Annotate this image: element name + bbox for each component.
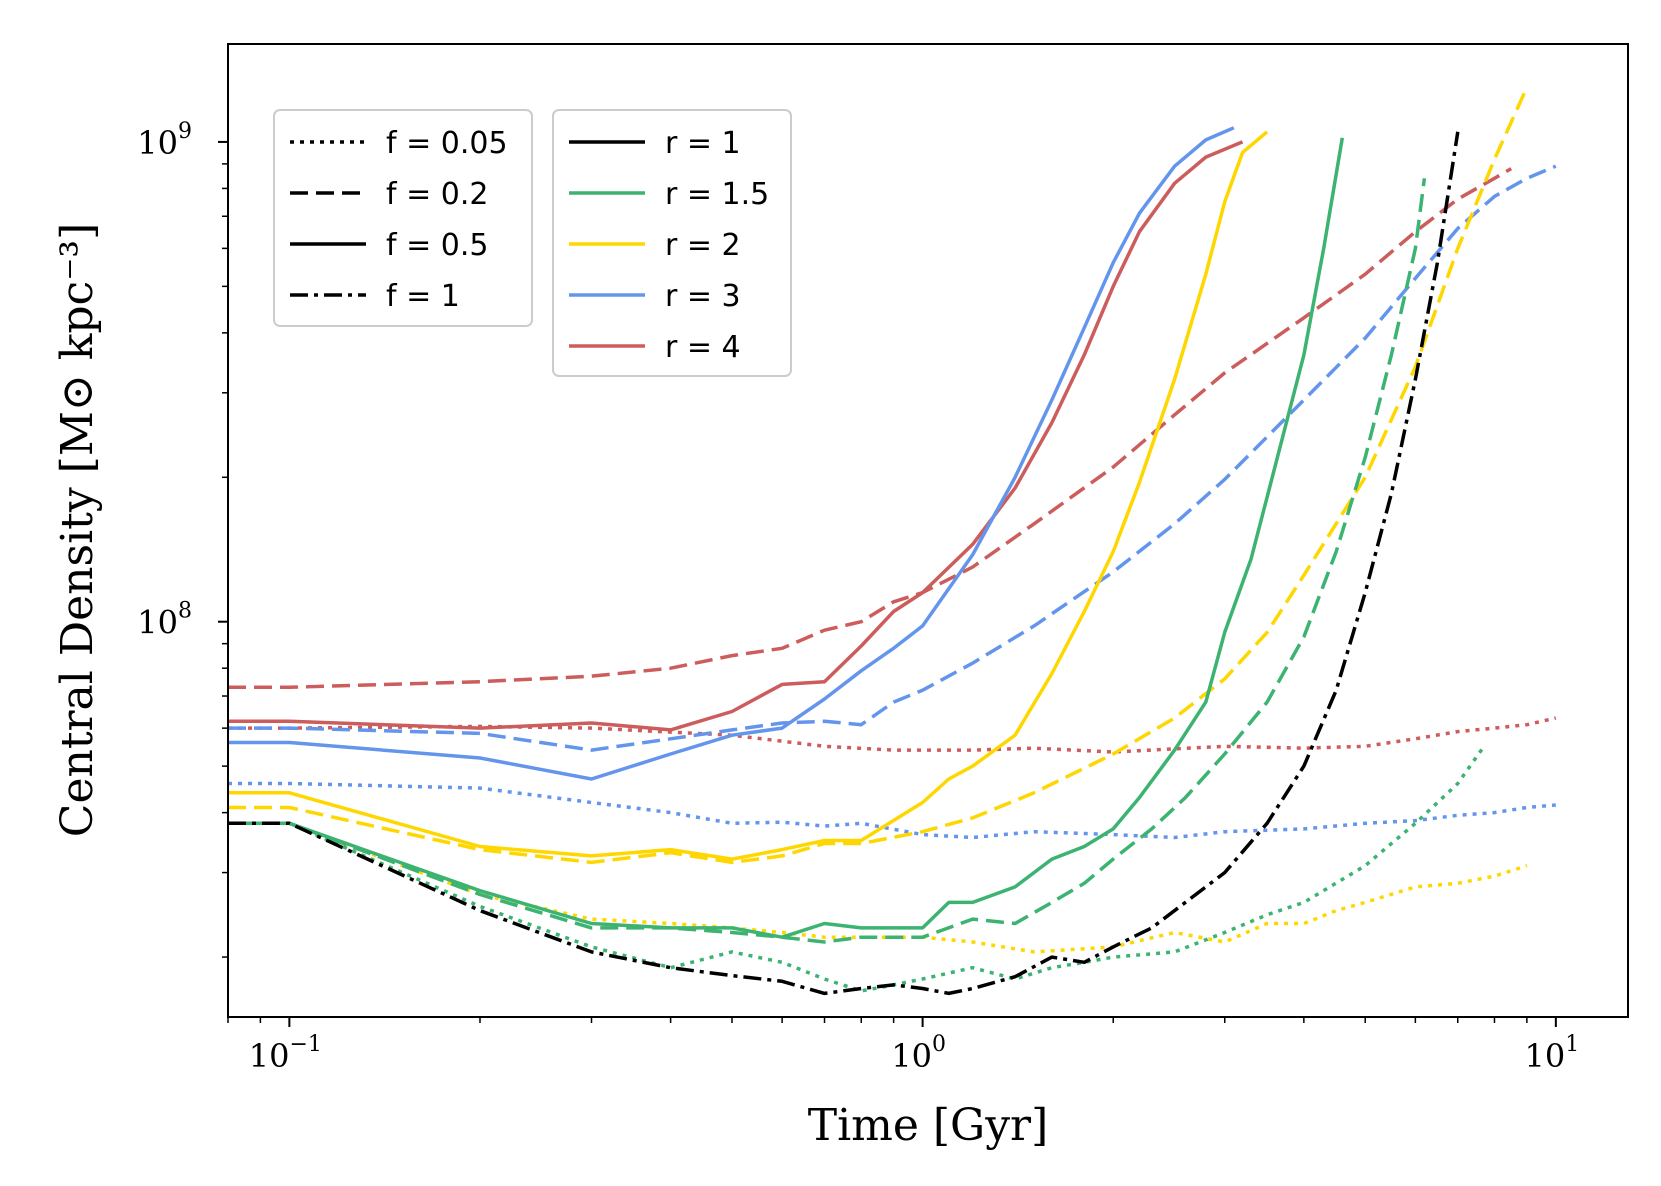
series-line-12 (228, 131, 1460, 996)
series-line-5 (228, 781, 1556, 840)
r-legend-label: r = 1 (665, 126, 741, 161)
y-tick-label: 109 (137, 119, 192, 162)
r-legend-label: r = 2 (665, 228, 741, 263)
series-line-7 (228, 86, 1529, 865)
f-legend-box (273, 109, 533, 327)
x-axis-label: Time [Gyr] (808, 1100, 1049, 1151)
f-legend-label: f = 0.05 (386, 126, 508, 161)
x-tick-label: 10−1 (249, 1032, 322, 1075)
series-line-0 (228, 140, 1244, 732)
f-legend-label: f = 1 (386, 279, 460, 314)
r-legend-box (552, 109, 792, 377)
legend-f: f = 0.05 f = 0.2 f = 0.5 f = 1 (273, 109, 533, 327)
series-line-10 (228, 178, 1427, 944)
y-axis-label: Central Density [M⊙ kpc⁻³] (52, 223, 103, 837)
r-legend-label: r = 1.5 (665, 177, 769, 212)
f-legend-label: f = 0.2 (386, 177, 488, 212)
series-line-1 (228, 167, 1513, 690)
y-tick-label: 108 (137, 599, 192, 642)
series-line-3 (228, 126, 1235, 781)
f-legend-label: f = 0.5 (386, 228, 488, 263)
x-tick-label: 101 (1524, 1032, 1579, 1075)
series-line-4 (228, 164, 1557, 752)
r-legend-label: r = 3 (665, 279, 741, 314)
series-lines (228, 86, 1557, 996)
series-line-6 (228, 130, 1269, 861)
r-legend-label: r = 4 (665, 330, 741, 365)
series-line-2 (228, 716, 1557, 754)
axis-ticks: 10−1 100 101 108 109 (137, 119, 1579, 1075)
plot-frame (227, 43, 1629, 1018)
x-tick-label: 100 (891, 1032, 946, 1075)
legend-r: r = 1 r = 1.5 r = 2 r = 3 r = 4 (552, 109, 792, 377)
series-line-8 (228, 821, 1528, 954)
